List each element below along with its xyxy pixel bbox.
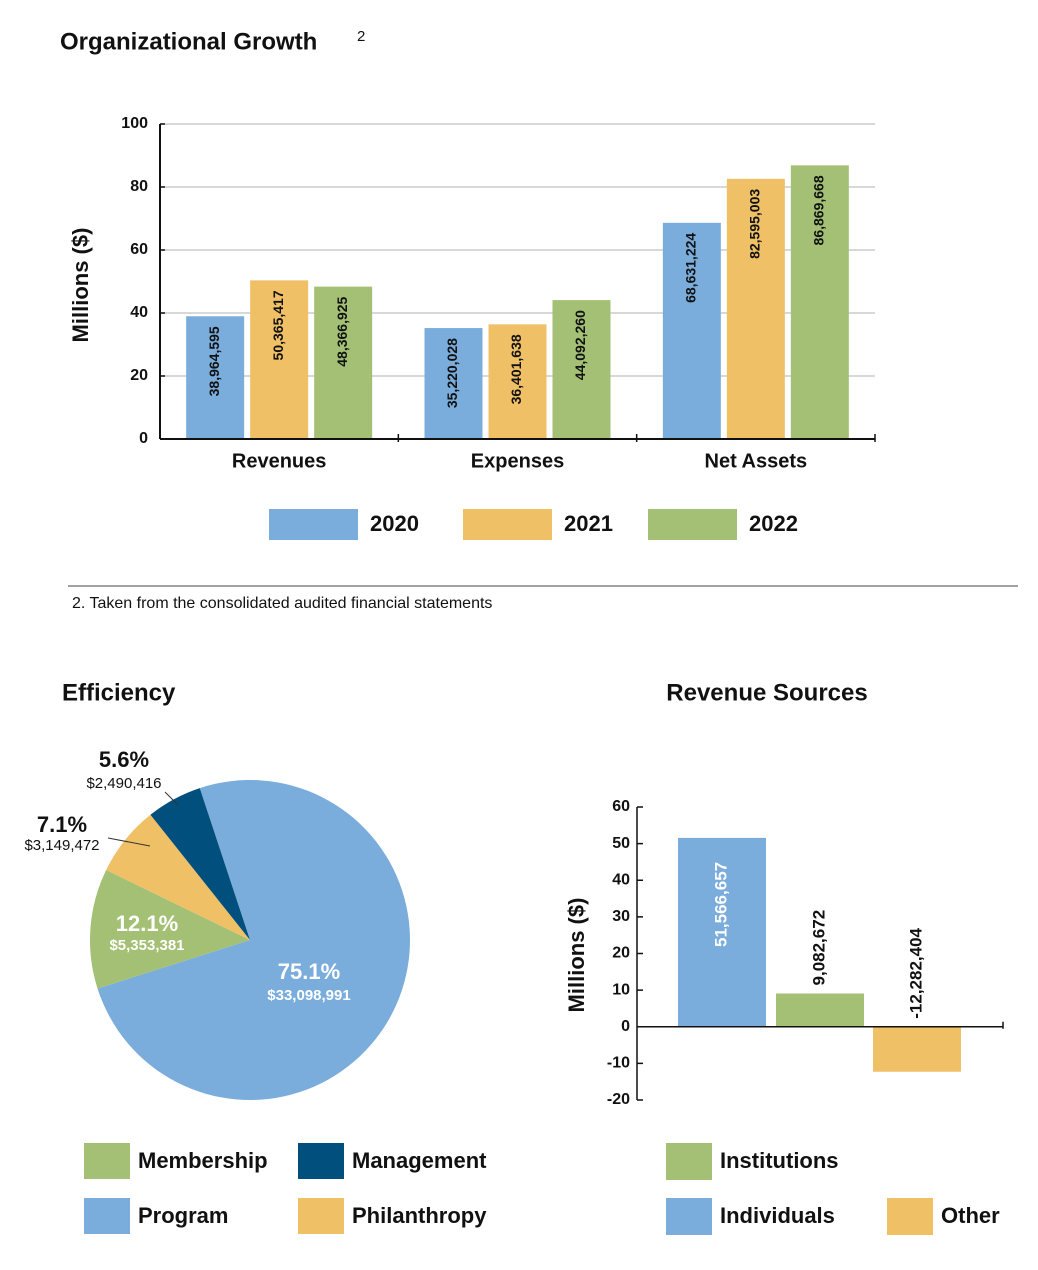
y-axis-label: Millions ($): [68, 228, 93, 343]
y-tick-label: 10: [612, 981, 630, 998]
chart-title: Organizational Growth: [60, 28, 317, 55]
x-tick-label: Expenses: [471, 450, 564, 472]
data-label: 51,566,657: [711, 862, 730, 947]
legend-swatch: [84, 1143, 130, 1179]
y-tick-label: 60: [130, 241, 148, 258]
slice-amount: $5,353,381: [109, 937, 184, 954]
bar: [662, 222, 721, 439]
y-tick-label: 40: [130, 304, 148, 321]
bar: [776, 993, 864, 1027]
data-label: 82,595,003: [747, 189, 763, 259]
legend-swatch: [298, 1143, 344, 1179]
leader-line: [164, 791, 179, 806]
chart-title: Revenue Sources: [666, 679, 867, 706]
legend-label: 2021: [564, 511, 613, 536]
y-tick-label: 80: [130, 178, 148, 195]
bar: [678, 837, 766, 1027]
x-tick-label: Revenues: [232, 450, 327, 472]
y-tick-label: 20: [130, 367, 148, 384]
data-label: 68,631,224: [683, 233, 699, 303]
legend-label: Philanthropy: [352, 1203, 487, 1228]
pie-slice: [150, 788, 250, 940]
data-label: 44,092,260: [572, 310, 588, 380]
legend-label: Institutions: [720, 1148, 839, 1173]
y-tick-label: 60: [612, 798, 630, 815]
y-tick-label: 20: [612, 945, 630, 962]
legend-label: Management: [352, 1148, 487, 1173]
y-tick-label: 0: [139, 430, 148, 447]
y-tick-label: 30: [612, 908, 630, 925]
bar: [726, 178, 785, 439]
slice-percent: 5.6%: [99, 747, 149, 772]
data-label: 36,401,638: [508, 334, 524, 404]
pie-slice: [106, 814, 250, 940]
bar: [552, 300, 611, 439]
slice-percent: 12.1%: [116, 911, 178, 936]
legend-swatch: [84, 1198, 130, 1234]
bar: [314, 286, 373, 439]
y-tick-label: -20: [607, 1091, 630, 1108]
data-label: 35,220,028: [444, 338, 460, 408]
bar: [250, 280, 309, 439]
slice-amount: $33,098,991: [267, 987, 350, 1004]
x-tick-label: Net Assets: [705, 450, 808, 472]
footnote: 2. Taken from the consolidated audited f…: [72, 595, 492, 612]
legend-swatch: [463, 509, 552, 540]
legend-swatch: [666, 1143, 712, 1180]
data-label: -12,282,404: [906, 927, 925, 1018]
bar: [424, 328, 483, 439]
chart-title: Efficiency: [62, 679, 176, 706]
title-superscript: 2: [357, 28, 365, 45]
legend-swatch: [298, 1198, 344, 1234]
data-label: 9,082,672: [809, 910, 828, 986]
y-tick-label: -10: [607, 1055, 630, 1072]
bar: [873, 1026, 961, 1072]
slice-percent: 7.1%: [37, 812, 87, 837]
bar: [790, 165, 849, 440]
y-axis-label: Millions ($): [564, 898, 589, 1013]
y-tick-label: 100: [121, 115, 148, 132]
y-tick-label: 50: [612, 835, 630, 852]
legend-label: Program: [138, 1203, 228, 1228]
slice-amount: $2,490,416: [86, 775, 161, 792]
bar: [186, 316, 245, 439]
legend-swatch: [648, 509, 737, 540]
data-label: 48,366,925: [334, 296, 350, 366]
legend-swatch: [666, 1198, 712, 1235]
leader-line: [107, 837, 151, 847]
legend-label: 2022: [749, 511, 798, 536]
legend-label: 2020: [370, 511, 419, 536]
bar: [488, 324, 547, 439]
pie-slice: [97, 780, 411, 1100]
slice-percent: 75.1%: [278, 959, 340, 984]
legend-swatch: [887, 1198, 933, 1235]
pie-slice: [90, 870, 250, 989]
y-tick-label: 0: [621, 1018, 630, 1035]
legend-swatch: [269, 509, 358, 540]
legend-label: Membership: [138, 1148, 268, 1173]
data-label: 50,365,417: [270, 290, 286, 360]
data-label: 38,964,595: [206, 326, 222, 396]
slice-amount: $3,149,472: [24, 837, 99, 854]
data-label: 86,869,668: [811, 175, 827, 245]
legend-label: Individuals: [720, 1203, 835, 1228]
legend-label: Other: [941, 1203, 1000, 1228]
y-tick-label: 40: [612, 871, 630, 888]
